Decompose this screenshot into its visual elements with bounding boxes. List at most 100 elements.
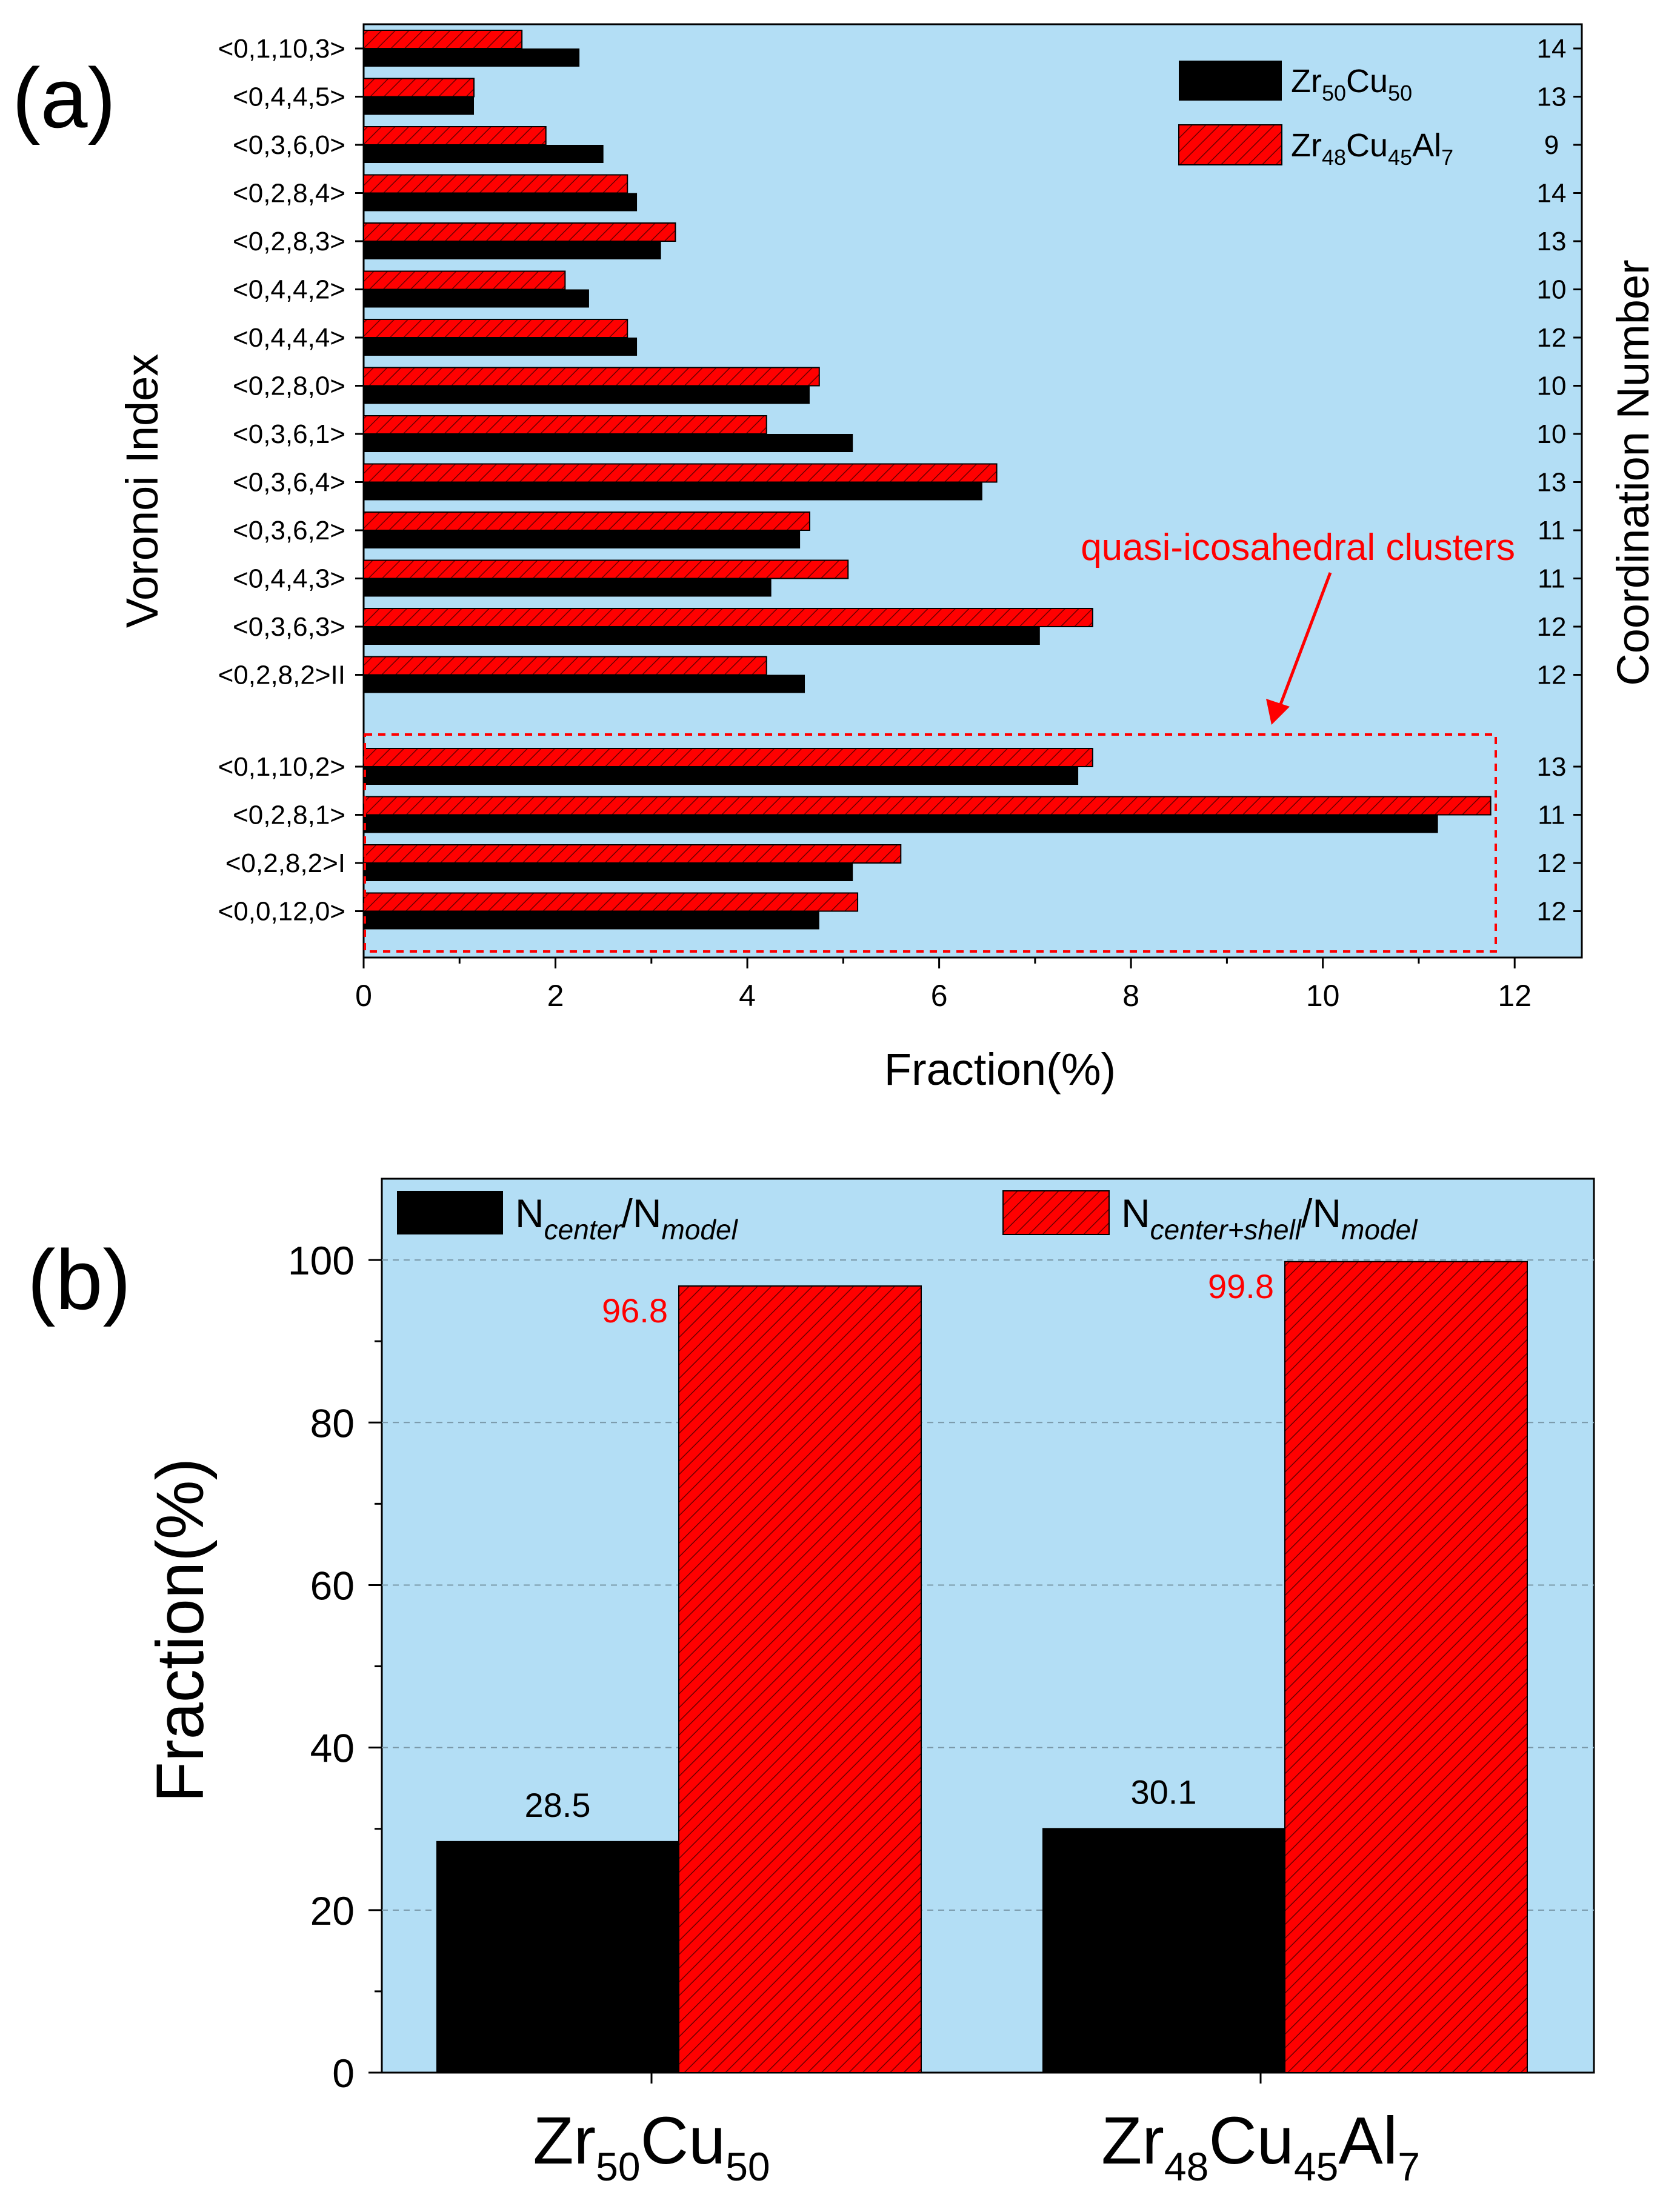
legend-label-ncenter: Ncenter/Nmodel bbox=[515, 1191, 739, 1245]
y-category-label-3: <0,2,8,4> bbox=[233, 179, 345, 208]
y-category-label-8: <0,3,6,1> bbox=[233, 419, 345, 449]
bar-zr50cu50-0 bbox=[364, 48, 580, 67]
bar-zr50cu50-11 bbox=[364, 578, 772, 597]
x-tick-label-0: 0 bbox=[355, 979, 372, 1013]
bar-zr48cu45al7-5 bbox=[363, 270, 566, 290]
bar-zr50cu50-7 bbox=[364, 385, 810, 404]
x-tick-label-6: 12 bbox=[1498, 979, 1532, 1013]
y-category-label-9: <0,3,6,4> bbox=[233, 468, 345, 498]
coordination-number-11: 11 bbox=[1538, 564, 1565, 594]
bar-zr48cu45al7-7 bbox=[363, 367, 820, 387]
bar-zr48cu45al7-12 bbox=[363, 608, 1093, 627]
annotation-arrowhead bbox=[1266, 699, 1290, 725]
panel-a-y2-axis-title: Coordination Number bbox=[1608, 259, 1658, 685]
panel-b-x-category-2: Zr48Cu45Al7 bbox=[1101, 2104, 1420, 2189]
y-tick-label-b-0: 0 bbox=[332, 2051, 355, 2096]
panel-a-chart: 0 2 4 6 8 10 12 <0,1,10,3> <0,4,4,5> <0,3,6,0> <0… bbox=[12, 23, 1658, 1094]
bar-zr48cu45al7-6 bbox=[363, 319, 628, 338]
bar-zr50cu50-12 bbox=[364, 627, 1040, 645]
bar-zr48cu45al7-15 bbox=[363, 796, 1492, 816]
bar-ncenter-1 bbox=[1042, 1828, 1285, 2073]
panel-b-x-category-1: Zr50Cu50 bbox=[533, 2104, 770, 2189]
coordination-number-5: 10 bbox=[1537, 275, 1567, 305]
coordination-number-1: 13 bbox=[1537, 82, 1567, 112]
x-tick-label-5: 10 bbox=[1306, 979, 1340, 1013]
bar-zr50cu50-1 bbox=[364, 96, 475, 115]
y-category-label-2: <0,3,6,0> bbox=[233, 130, 345, 160]
value-label-ncenter-1: 30.1 bbox=[1131, 1773, 1197, 1811]
bar-ncentershell-1 bbox=[1284, 1261, 1528, 2073]
panel-b-y-axis-title: Fraction(%) bbox=[143, 1458, 218, 1802]
coordination-number-4: 13 bbox=[1537, 227, 1567, 256]
bar-zr48cu45al7-17 bbox=[363, 892, 859, 912]
panel-a-x-axis-title: Fraction(%) bbox=[884, 1044, 1116, 1094]
bar-zr50cu50-14 bbox=[364, 767, 1079, 785]
y-tick-label-b-1: 20 bbox=[310, 1888, 355, 1933]
coordination-number-0: 14 bbox=[1537, 34, 1567, 64]
coordination-number-12: 12 bbox=[1537, 612, 1567, 642]
bar-ncenter-0 bbox=[436, 1841, 679, 2073]
legend-label-zr50cu50: Zr50Cu50 bbox=[1291, 63, 1412, 105]
coordination-number-7: 10 bbox=[1537, 371, 1567, 401]
y-category-label-13: <0,2,8,2>II bbox=[218, 661, 345, 690]
panel-b-label: (b) bbox=[27, 1232, 131, 1327]
coordination-number-16: 12 bbox=[1537, 848, 1567, 878]
y-category-label-5: <0,4,4,2> bbox=[233, 275, 345, 305]
panel-a-label: (a) bbox=[12, 50, 116, 145]
annotation-label: quasi-icosahedral clusters bbox=[1081, 527, 1515, 568]
bar-zr50cu50-13 bbox=[364, 675, 805, 693]
y-category-label-4: <0,2,8,3> bbox=[233, 227, 345, 256]
panel-b-chart: 0 20 40 60 80 100 28.5 96.8 30.1 99.8 Zr50Cu50 Z… bbox=[27, 1178, 1595, 2189]
y-category-label-15: <0,2,8,1> bbox=[233, 801, 345, 830]
panel-b-legend: Ncenter/Nmodel Ncenter+shell/Nmodel bbox=[397, 1190, 1418, 1245]
bar-zr50cu50-5 bbox=[364, 289, 589, 308]
annotation-arrow bbox=[1277, 572, 1332, 710]
coordination-number-13: 12 bbox=[1537, 661, 1567, 690]
coordination-number-9: 13 bbox=[1537, 468, 1567, 498]
bar-zr50cu50-6 bbox=[364, 338, 638, 356]
bar-zr50cu50-8 bbox=[364, 434, 853, 452]
bar-zr48cu45al7-4 bbox=[363, 222, 676, 242]
bar-zr48cu45al7-2 bbox=[363, 126, 547, 145]
bar-zr50cu50-9 bbox=[364, 482, 982, 501]
y-category-label-11: <0,4,4,3> bbox=[233, 564, 345, 594]
y-category-label-7: <0,2,8,0> bbox=[233, 371, 345, 401]
bar-zr48cu45al7-10 bbox=[363, 511, 810, 531]
bar-zr48cu45al7-9 bbox=[363, 463, 998, 483]
coordination-number-17: 12 bbox=[1537, 897, 1567, 927]
y-category-label-6: <0,4,4,4> bbox=[233, 323, 345, 353]
legend-swatch-zr48cu45al7 bbox=[1178, 124, 1282, 165]
coordination-number-2: 9 bbox=[1544, 130, 1559, 160]
legend-swatch-ncenter bbox=[397, 1191, 503, 1234]
coordination-number-14: 13 bbox=[1537, 752, 1567, 782]
bar-zr48cu45al7-14 bbox=[363, 748, 1093, 767]
legend-label-ncentershell: Ncenter+shell/Nmodel bbox=[1121, 1191, 1418, 1245]
x-tick-label-1: 2 bbox=[547, 979, 564, 1013]
bar-ncentershell-0 bbox=[678, 1285, 922, 2073]
value-label-ncenter-0: 28.5 bbox=[525, 1786, 591, 1824]
bar-zr48cu45al7-3 bbox=[363, 174, 628, 194]
legend-swatch-ncentershell bbox=[1002, 1190, 1110, 1235]
y-category-label-17: <0,0,12,0> bbox=[218, 897, 345, 927]
quasi-icosahedral-box bbox=[364, 733, 1497, 953]
y-category-label-0: <0,1,10,3> bbox=[218, 34, 345, 64]
bar-zr50cu50-17 bbox=[364, 911, 819, 930]
coordination-number-3: 14 bbox=[1537, 179, 1567, 208]
panel-a-y-axis-title: Voronoi Index bbox=[117, 354, 167, 628]
y-tick-label-b-5: 100 bbox=[288, 1238, 355, 1283]
value-label-ncentershell-1: 99.8 bbox=[1208, 1267, 1274, 1305]
bar-zr48cu45al7-8 bbox=[363, 415, 767, 435]
coordination-number-6: 12 bbox=[1537, 323, 1567, 353]
bar-zr48cu45al7-11 bbox=[363, 559, 849, 579]
bar-zr50cu50-15 bbox=[364, 815, 1438, 833]
value-label-ncentershell-0: 96.8 bbox=[602, 1291, 668, 1330]
panel-a-legend: Zr50Cu50 Zr48Cu45Al7 bbox=[1178, 61, 1453, 170]
y-category-label-14: <0,1,10,2> bbox=[218, 752, 345, 782]
y-tick-label-b-4: 80 bbox=[310, 1401, 355, 1445]
legend-label-zr48cu45al7: Zr48Cu45Al7 bbox=[1291, 127, 1453, 170]
y-category-label-16: <0,2,8,2>I bbox=[225, 848, 345, 878]
bar-zr48cu45al7-16 bbox=[363, 844, 902, 864]
y-category-label-10: <0,3,6,2> bbox=[233, 516, 345, 545]
legend-swatch-zr50cu50 bbox=[1179, 61, 1282, 101]
y-tick-label-b-2: 40 bbox=[310, 1726, 355, 1771]
